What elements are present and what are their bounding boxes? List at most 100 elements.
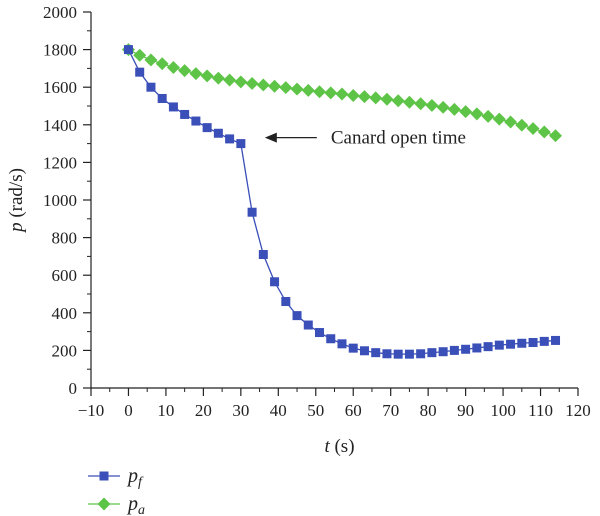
- data-point-pa: [144, 53, 158, 67]
- data-point-pa: [234, 75, 248, 89]
- x-tick-label: −10: [78, 401, 105, 420]
- y-tick-label: 200: [52, 341, 78, 360]
- legend-marker-pf: [99, 471, 109, 481]
- data-point-pf: [348, 343, 358, 353]
- data-point-pa: [178, 64, 192, 78]
- data-point-pa: [470, 107, 484, 121]
- data-point-pf: [326, 334, 336, 344]
- data-point-pa: [402, 95, 416, 109]
- data-point-pa: [515, 118, 529, 132]
- data-point-pf: [494, 340, 504, 350]
- data-point-pf: [236, 139, 246, 149]
- data-point-pa: [526, 122, 540, 136]
- data-point-pa: [459, 105, 473, 119]
- y-axis-var: p: [6, 222, 27, 234]
- data-point-pf: [528, 338, 538, 348]
- legend-item-pa: pa: [88, 493, 145, 516]
- data-point-pa: [301, 83, 315, 97]
- data-point-pa: [549, 129, 563, 143]
- x-tick-label: 20: [195, 401, 212, 420]
- data-point-pa: [279, 81, 293, 95]
- y-tick-label: 800: [52, 229, 78, 248]
- x-tick-label: 120: [565, 401, 591, 420]
- data-point-pf: [539, 336, 549, 346]
- data-point-pf: [393, 349, 403, 359]
- data-point-pf: [551, 335, 561, 345]
- data-point-pf: [359, 346, 369, 356]
- data-point-pf: [483, 342, 493, 352]
- data-point-pa: [335, 87, 349, 101]
- data-point-pa: [447, 102, 461, 116]
- x-tick-label: 90: [457, 401, 474, 420]
- y-axis-unit: (rad/s): [6, 168, 27, 222]
- x-tick-label: 80: [420, 401, 437, 420]
- x-axis-title: t (s): [324, 436, 354, 457]
- data-point-pa: [346, 88, 360, 102]
- legend-label-pa: pa: [126, 493, 145, 516]
- x-tick-label: 60: [345, 401, 362, 420]
- data-point-pf: [202, 123, 212, 133]
- data-point-pa: [391, 94, 405, 108]
- data-point-pa: [369, 91, 383, 105]
- data-point-pf: [168, 102, 178, 112]
- data-point-pf: [449, 345, 459, 355]
- data-point-pa: [245, 76, 259, 90]
- annotation-arrow-head: [264, 132, 277, 143]
- data-point-pf: [292, 311, 302, 321]
- axes: −10 0 10 20 30 40 50 60 70 80 90 100 110 120020040060…: [43, 3, 591, 420]
- data-point-pf: [315, 328, 325, 338]
- y-tick-label: 1000: [43, 191, 77, 210]
- legend-label-main: p: [126, 493, 138, 515]
- data-point-pa: [504, 115, 518, 129]
- data-point-pa: [268, 79, 282, 93]
- x-tick-label: 30: [232, 401, 249, 420]
- x-axis-unit: (s): [330, 436, 355, 457]
- data-point-pf: [416, 349, 426, 359]
- data-point-pf: [180, 109, 190, 119]
- legend-label-pf: pf: [126, 465, 144, 490]
- data-point-pf: [135, 67, 145, 77]
- data-point-pa: [492, 112, 506, 126]
- data-point-pa: [425, 98, 439, 112]
- series-pf: [123, 45, 561, 359]
- y-tick-label: 1800: [43, 41, 77, 60]
- data-point-pa: [166, 60, 180, 74]
- data-point-pa: [223, 73, 237, 87]
- data-point-pf: [517, 338, 527, 348]
- data-point-pf: [281, 297, 291, 307]
- series-layer: [121, 43, 563, 359]
- x-tick-label: 10: [157, 401, 174, 420]
- legend-label-sub: a: [138, 503, 145, 516]
- y-axis-title: p (rad/s): [6, 168, 27, 234]
- data-point-pf: [337, 339, 347, 349]
- data-point-pa: [436, 100, 450, 114]
- data-point-pa: [133, 48, 147, 62]
- data-point-pa: [256, 78, 270, 92]
- data-point-pa: [414, 97, 428, 111]
- data-point-pa: [155, 57, 169, 71]
- data-point-pf: [427, 348, 437, 358]
- data-point-pf: [371, 348, 381, 358]
- data-point-pa: [200, 69, 214, 83]
- data-point-pf: [191, 116, 201, 126]
- legend-label-sub: f: [138, 475, 144, 490]
- data-point-pf: [157, 93, 167, 103]
- annotation-text: Canard open time: [331, 128, 466, 149]
- data-point-pa: [537, 125, 551, 139]
- x-tick-label: 50: [307, 401, 324, 420]
- data-point-pa: [211, 71, 225, 85]
- data-point-pa: [324, 86, 338, 100]
- data-point-pf: [438, 347, 448, 357]
- y-tick-label: 400: [52, 304, 78, 323]
- data-point-pf: [382, 349, 392, 359]
- data-point-pa: [380, 92, 394, 106]
- x-tick-label: 70: [382, 401, 399, 420]
- y-tick-label: 0: [69, 379, 78, 398]
- x-tick-label: 0: [124, 401, 133, 420]
- legend-item-pf: pf: [88, 465, 144, 490]
- legend-label-main: p: [126, 465, 138, 487]
- data-point-pf: [123, 45, 133, 55]
- y-tick-label: 1600: [43, 78, 77, 97]
- legend-marker-pa: [97, 497, 111, 511]
